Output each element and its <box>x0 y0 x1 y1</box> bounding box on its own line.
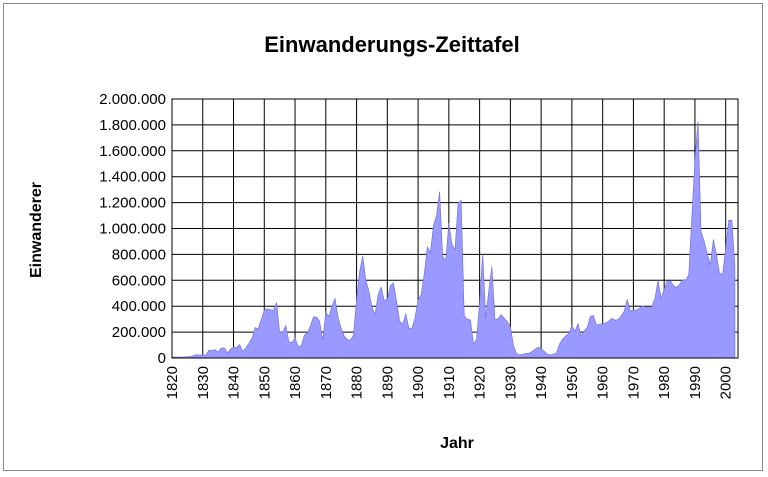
y-tick-label: 1.200.000 <box>99 195 166 212</box>
x-tick-label: 1900 <box>410 366 427 399</box>
series-area-0 <box>171 121 736 359</box>
y-axis-ticks: 0 200.000 400.000 600.000 800.000 1.000.000 1.… <box>99 91 166 367</box>
x-tick-label: 1870 <box>318 366 335 399</box>
y-tick-label: 400.000 <box>112 298 166 315</box>
y-tick-label: 800.000 <box>112 246 166 263</box>
x-tick-label: 1970 <box>625 366 642 399</box>
x-axis-ticks: 1820 1830 1840 1850 1860 1870 1880 1890 1900 1910… <box>164 366 735 399</box>
x-axis-title: Jahr <box>440 435 474 452</box>
y-tick-label: 200.000 <box>112 324 166 341</box>
y-tick-label: 1.600.000 <box>99 143 166 160</box>
x-tick-label: 1850 <box>256 366 273 399</box>
plot-border <box>171 98 739 359</box>
immigration-area-chart: Einwanderungs-Zeittafel 0 200.000 400.000 6… <box>28 32 739 452</box>
x-tick-label: 2000 <box>718 366 735 399</box>
y-tick-label: 1.800.000 <box>99 117 166 134</box>
y-tick-label: 600.000 <box>112 272 166 289</box>
y-tick-label: 2.000.000 <box>99 91 166 108</box>
x-tick-label: 1930 <box>502 366 519 399</box>
chart-frame: Einwanderungs-Zeittafel 0 200.000 400.000 6… <box>3 3 763 471</box>
x-tick-label: 1820 <box>164 366 181 399</box>
y-tick-label: 1.400.000 <box>99 169 166 186</box>
y-tick-label: 1.000.000 <box>99 221 166 238</box>
x-tick-label: 1840 <box>226 366 243 399</box>
x-tick-label: 1910 <box>441 366 458 399</box>
x-tick-label: 1990 <box>687 366 704 399</box>
y-axis-title: Einwanderer <box>28 182 45 278</box>
x-tick-label: 1890 <box>379 366 396 399</box>
data-layer <box>171 121 736 359</box>
x-tick-label: 1860 <box>287 366 304 399</box>
x-tick-label: 1980 <box>656 366 673 399</box>
x-tick-label: 1830 <box>195 366 212 399</box>
x-tick-label: 1920 <box>472 366 489 399</box>
x-tick-label: 1950 <box>564 366 581 399</box>
x-tick-label: 1940 <box>533 366 550 399</box>
x-tick-label: 1880 <box>349 366 366 399</box>
chart-title: Einwanderungs-Zeittafel <box>264 32 519 57</box>
y-tick-label: 0 <box>158 350 166 367</box>
x-tick-label: 1960 <box>595 366 612 399</box>
